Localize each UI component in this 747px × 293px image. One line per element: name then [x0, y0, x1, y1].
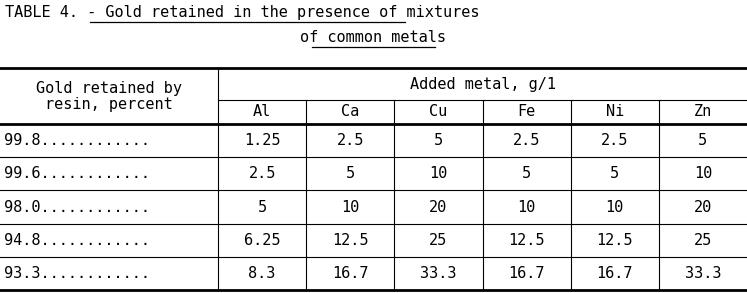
- Text: 33.3: 33.3: [420, 266, 456, 281]
- Text: 5: 5: [610, 166, 619, 181]
- Text: 12.5: 12.5: [597, 233, 633, 248]
- Text: Ni: Ni: [606, 105, 624, 120]
- Text: 6.25: 6.25: [244, 233, 280, 248]
- Text: 25: 25: [694, 233, 712, 248]
- Text: 10: 10: [518, 200, 536, 214]
- Text: 2.5: 2.5: [513, 133, 540, 148]
- Text: 10: 10: [341, 200, 359, 214]
- Text: Cu: Cu: [430, 105, 447, 120]
- Text: 2.5: 2.5: [337, 133, 364, 148]
- Text: Gold retained by: Gold retained by: [36, 81, 182, 96]
- Text: of common metals: of common metals: [300, 30, 447, 45]
- Text: 5: 5: [258, 200, 267, 214]
- Text: 5: 5: [698, 133, 707, 148]
- Text: 16.7: 16.7: [332, 266, 368, 281]
- Text: 2.5: 2.5: [249, 166, 276, 181]
- Text: 5: 5: [434, 133, 443, 148]
- Text: 93.3............: 93.3............: [4, 266, 150, 281]
- Text: 94.8............: 94.8............: [4, 233, 150, 248]
- Text: 98.0............: 98.0............: [4, 200, 150, 214]
- Text: 5: 5: [346, 166, 355, 181]
- Text: TABLE 4. - Gold retained in the presence of mixtures: TABLE 4. - Gold retained in the presence…: [5, 5, 480, 20]
- Text: 10: 10: [430, 166, 447, 181]
- Text: Zn: Zn: [694, 105, 712, 120]
- Text: 25: 25: [430, 233, 447, 248]
- Text: 16.7: 16.7: [597, 266, 633, 281]
- Text: 12.5: 12.5: [332, 233, 368, 248]
- Text: 33.3: 33.3: [685, 266, 721, 281]
- Text: 12.5: 12.5: [508, 233, 545, 248]
- Text: Ca: Ca: [341, 105, 359, 120]
- Text: Added metal, g/1: Added metal, g/1: [409, 76, 556, 91]
- Text: 20: 20: [694, 200, 712, 214]
- Text: 10: 10: [606, 200, 624, 214]
- Text: 99.8............: 99.8............: [4, 133, 150, 148]
- Text: 1.25: 1.25: [244, 133, 280, 148]
- Text: 99.6............: 99.6............: [4, 166, 150, 181]
- Text: 8.3: 8.3: [249, 266, 276, 281]
- Text: 16.7: 16.7: [508, 266, 545, 281]
- Text: 20: 20: [430, 200, 447, 214]
- Text: 10: 10: [694, 166, 712, 181]
- Text: resin, percent: resin, percent: [45, 96, 173, 112]
- Text: Al: Al: [253, 105, 271, 120]
- Text: Fe: Fe: [518, 105, 536, 120]
- Text: 2.5: 2.5: [601, 133, 628, 148]
- Text: 5: 5: [522, 166, 531, 181]
